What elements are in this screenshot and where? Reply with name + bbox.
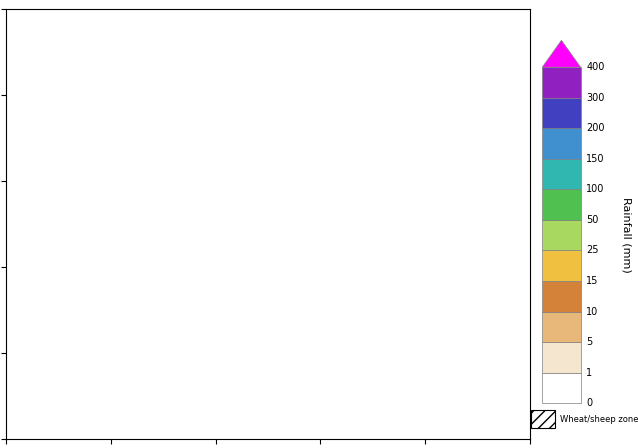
Text: 0: 0	[586, 398, 593, 408]
Text: Wheat/sheep zone: Wheat/sheep zone	[560, 415, 638, 424]
Bar	[542, 159, 581, 190]
Bar	[542, 190, 581, 220]
Bar	[542, 342, 581, 373]
Polygon shape	[542, 40, 581, 67]
Text: 25: 25	[586, 246, 599, 255]
Bar	[542, 311, 581, 342]
FancyBboxPatch shape	[531, 410, 555, 428]
Text: 150: 150	[586, 154, 605, 164]
Bar	[542, 128, 581, 159]
Text: 15: 15	[586, 276, 598, 286]
Text: 10: 10	[586, 306, 598, 317]
Bar	[542, 220, 581, 250]
Text: 5: 5	[586, 337, 593, 347]
Text: Rainfall (mm): Rainfall (mm)	[621, 197, 632, 273]
Bar	[542, 373, 581, 403]
Bar	[542, 67, 581, 98]
Text: 100: 100	[586, 185, 605, 194]
Text: 1: 1	[586, 368, 593, 378]
Text: 50: 50	[586, 215, 598, 225]
Text: 400: 400	[586, 62, 605, 72]
Bar	[542, 250, 581, 281]
Bar	[542, 98, 581, 128]
Text: 300: 300	[586, 93, 605, 103]
Bar	[542, 281, 581, 311]
Text: 200: 200	[586, 123, 605, 134]
